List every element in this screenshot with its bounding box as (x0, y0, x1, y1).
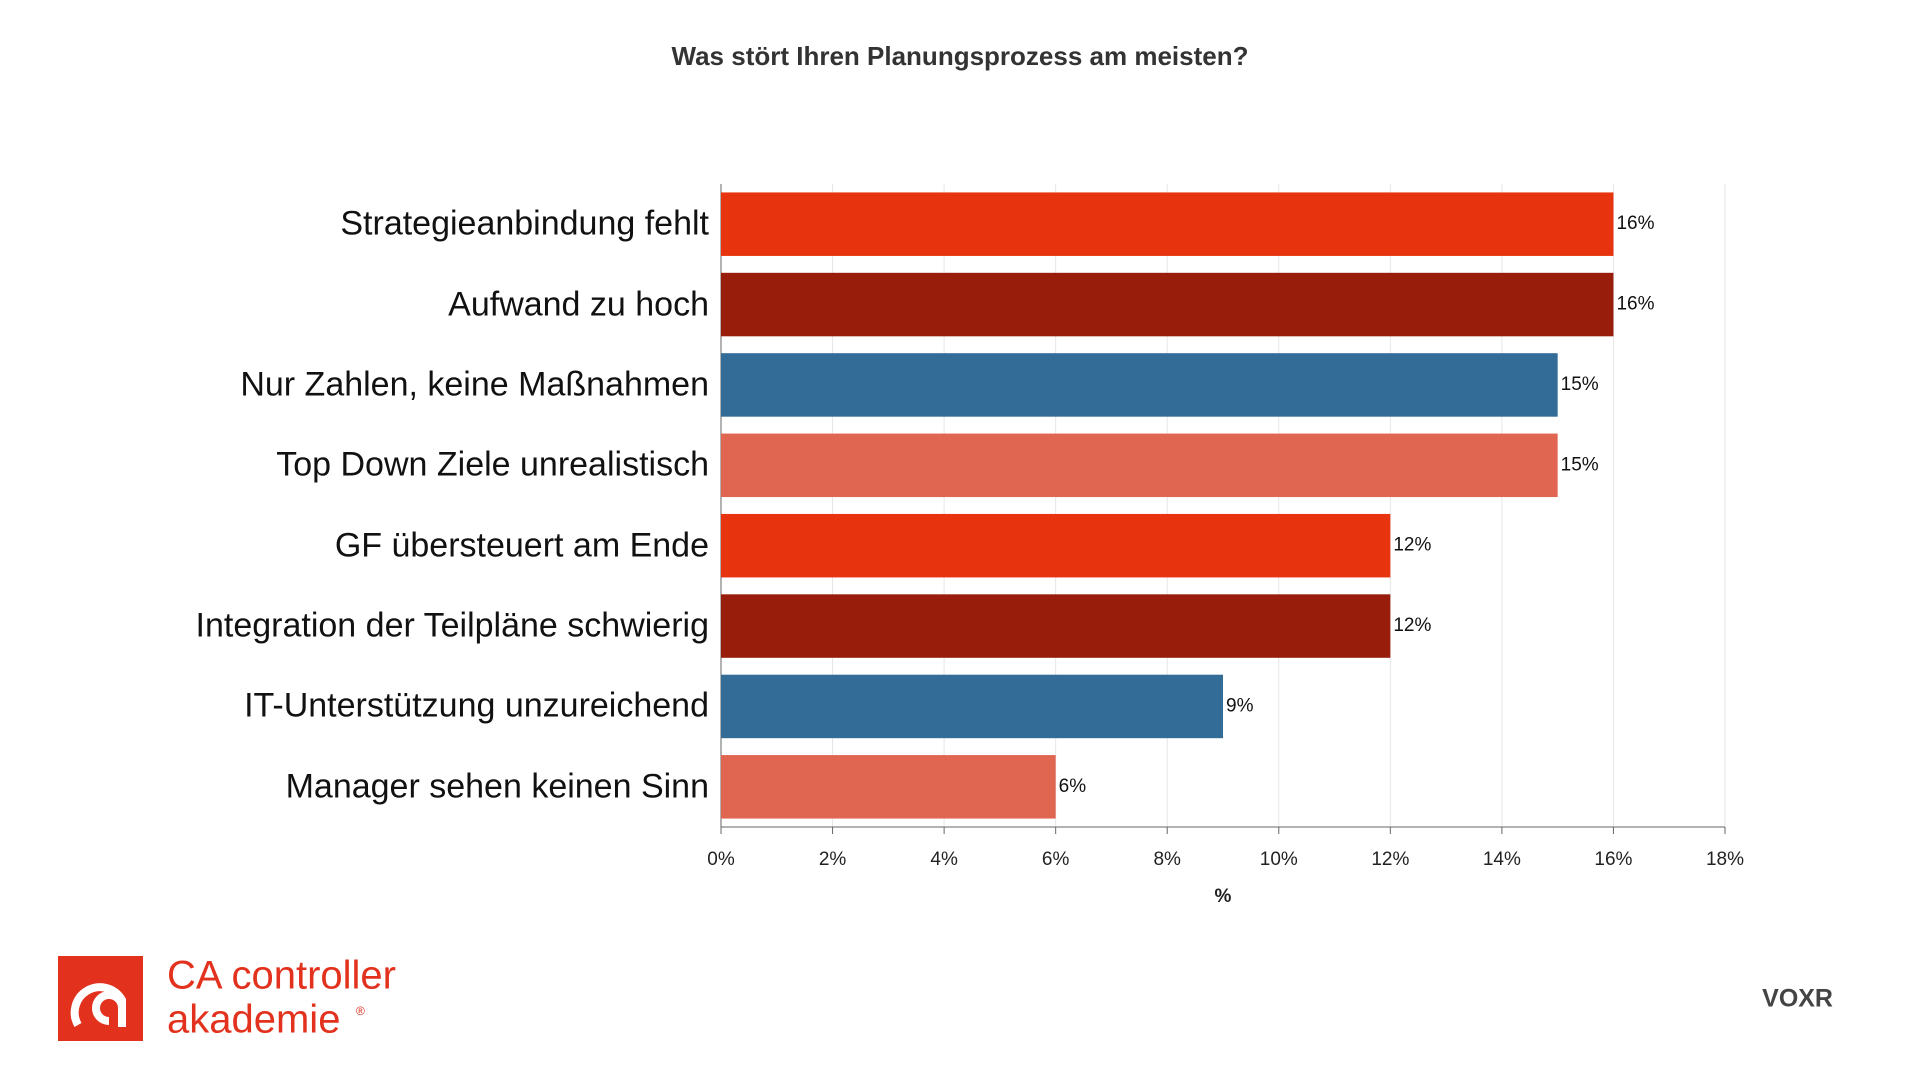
bar (721, 433, 1558, 498)
chart-title: Was stört Ihren Planungsprozess am meist… (672, 41, 1249, 71)
brand: VOXR (1762, 985, 1833, 1013)
logo-glyph (92, 991, 126, 1025)
y-tick-label: GF übersteuert am Ende (334, 526, 709, 565)
logo-text: akademie (167, 998, 340, 1042)
x-tick-label: 8% (1153, 849, 1181, 870)
y-tick-label: Strategieanbindung fehlt (340, 204, 709, 243)
value-label: 15% (1561, 374, 1599, 395)
y-tick-label: Aufwand zu hoch (448, 285, 709, 324)
x-tick-label: 0% (707, 849, 735, 870)
bar (721, 755, 1056, 819)
value-label: 12% (1393, 615, 1431, 636)
bar (721, 594, 1391, 658)
x-tick-label: 4% (930, 849, 958, 870)
x-tick-label: 2% (819, 849, 847, 870)
x-tick-label: 14% (1483, 849, 1521, 870)
x-tick-label: 16% (1594, 849, 1632, 870)
x-tick-label: 6% (1042, 849, 1070, 870)
x-axis-label: % (1215, 886, 1232, 907)
logo: CA controller akademie ® (58, 954, 396, 1042)
bar (721, 674, 1223, 739)
x-tick-label: 12% (1371, 849, 1409, 870)
x-tick-label: 18% (1706, 849, 1744, 870)
y-tick-label: Nur Zahlen, keine Maßnahmen (240, 365, 709, 404)
value-label: 15% (1561, 454, 1599, 475)
logo-mark: ® (356, 1004, 365, 1018)
y-tick-label: Top Down Ziele unrealistisch (276, 445, 709, 484)
value-label: 6% (1059, 776, 1087, 797)
bar (721, 272, 1614, 337)
bar (721, 513, 1391, 578)
value-label: 12% (1393, 535, 1431, 556)
bar (721, 192, 1614, 256)
x-tick-label: 10% (1260, 849, 1298, 870)
y-tick-label: Manager sehen keinen Sinn (285, 767, 709, 806)
y-tick-label: IT-Unterstützung unzureichend (244, 686, 709, 725)
value-label: 16% (1616, 213, 1654, 234)
bar (721, 353, 1558, 417)
value-label: 9% (1226, 695, 1254, 716)
logo-text: CA controller (167, 954, 396, 998)
value-label: 16% (1616, 294, 1654, 315)
y-tick-label: Integration der Teilpläne schwierig (195, 606, 709, 645)
